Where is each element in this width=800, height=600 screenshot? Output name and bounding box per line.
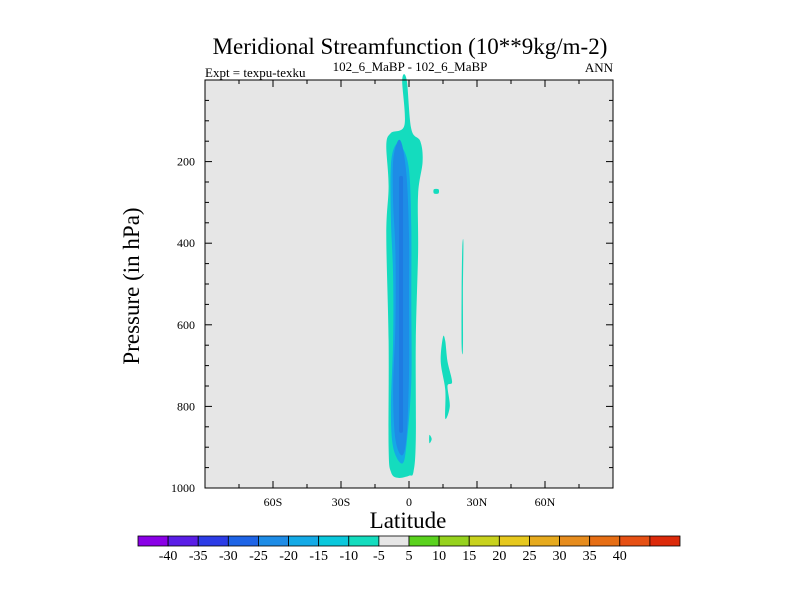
x-tick-label: 30S — [332, 495, 351, 509]
colorbar-label: -35 — [189, 549, 208, 564]
colorbar-label: -20 — [279, 549, 298, 564]
y-tick-label: 600 — [177, 318, 195, 332]
colorbar-box — [137, 535, 169, 547]
colorbar-box — [378, 535, 410, 547]
y-tick-label: 800 — [177, 399, 195, 413]
x-axis: 60S 30S 0 30N 60N — [204, 80, 614, 509]
colorbar-label: -30 — [219, 549, 238, 564]
colorbar-label: 5 — [406, 549, 413, 564]
x-tick-label: 0 — [406, 495, 412, 509]
colorbar-box — [408, 535, 440, 547]
x-tick-label: 60N — [535, 495, 556, 509]
colorbar-label: -10 — [339, 549, 358, 564]
colorbar-label: 40 — [613, 549, 627, 564]
colorbar-label: 25 — [522, 549, 536, 564]
x-axis-label: Latitude — [370, 508, 447, 533]
x-tick-label: 30N — [467, 495, 488, 509]
contour-regions — [386, 74, 464, 478]
colorbar: -40 -35 -30 -25 -20 -15 -10 -5 5 10 15 20 25 30 35 40 — [137, 535, 681, 564]
colorbar-label: -5 — [373, 549, 385, 564]
right-label: ANN — [585, 60, 614, 75]
colorbar-box — [438, 535, 470, 547]
colorbar-box — [288, 535, 320, 547]
y-tick-label: 400 — [177, 236, 195, 250]
chart-title: Meridional Streamfunction (10**9kg/m-2) — [213, 34, 608, 59]
colorbar-box — [468, 535, 500, 547]
colorbar-label: 35 — [583, 549, 597, 564]
colorbar-box — [649, 535, 681, 547]
colorbar-label: 10 — [432, 549, 446, 564]
colorbar-box — [529, 535, 560, 547]
center-label: 102_6_MaBP - 102_6_MaBP — [333, 59, 488, 74]
y-tick-label: 1000 — [171, 481, 195, 495]
colorbar-label: 20 — [492, 549, 506, 564]
colorbar-box — [167, 535, 199, 547]
colorbar-box — [589, 535, 621, 547]
colorbar-box — [619, 535, 651, 547]
colorbar-box — [227, 535, 259, 547]
x-tick-label: 60S — [264, 495, 283, 509]
colorbar-label: -40 — [159, 549, 178, 564]
colorbar-label: 30 — [553, 549, 567, 564]
colorbar-box — [348, 535, 380, 547]
colorbar-label: -25 — [249, 549, 268, 564]
contour-cell-10n-speck — [429, 434, 432, 444]
colorbar-box — [258, 535, 289, 547]
contour-cell-30n — [440, 335, 453, 420]
colorbar-box — [197, 535, 229, 547]
colorbar-box — [498, 535, 530, 547]
colorbar-label: 15 — [462, 549, 476, 564]
colorbar-box — [318, 535, 350, 547]
contour-cell-12n-small — [433, 188, 440, 194]
y-axis: 200 400 600 800 1000 — [171, 99, 613, 495]
left-label: Expt = texpu-texku — [205, 65, 306, 80]
contour-cell-24n-strip — [461, 239, 464, 355]
y-axis-label: Pressure (in hPa) — [119, 207, 144, 364]
colorbar-box — [559, 535, 591, 547]
colorbar-label: -15 — [309, 549, 328, 564]
y-tick-label: 200 — [177, 155, 195, 169]
